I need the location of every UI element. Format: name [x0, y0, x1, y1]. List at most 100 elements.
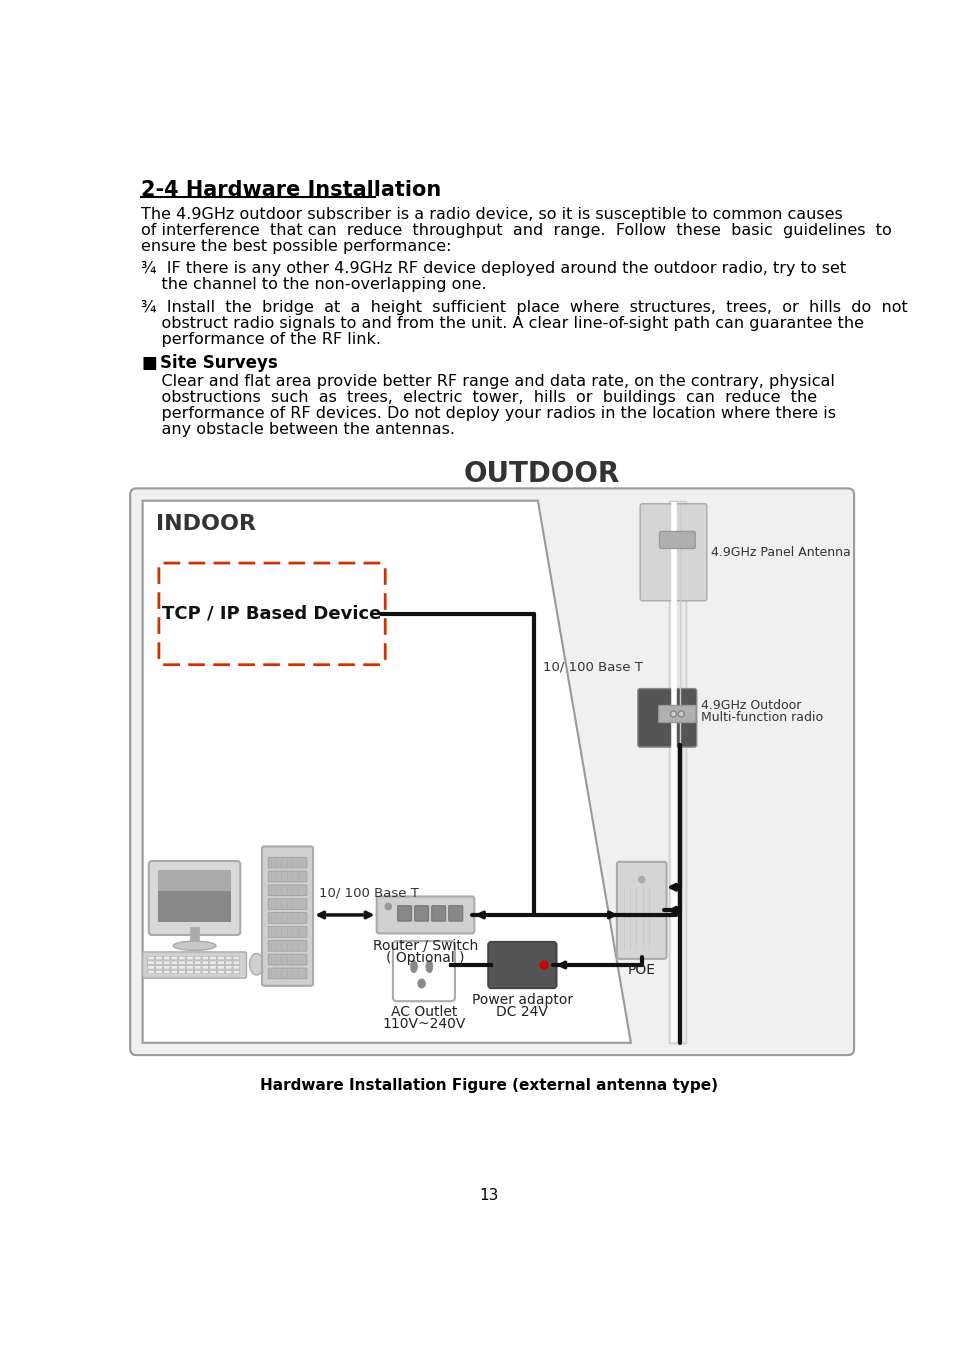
FancyBboxPatch shape: [149, 861, 241, 934]
Circle shape: [670, 711, 676, 716]
FancyBboxPatch shape: [202, 970, 209, 974]
Text: 110V~240V: 110V~240V: [382, 1017, 466, 1031]
Text: ■: ■: [141, 354, 157, 372]
Text: obstruct radio signals to and from the unit. A clear line-of-sight path can guar: obstruct radio signals to and from the u…: [141, 316, 864, 331]
FancyBboxPatch shape: [268, 968, 307, 979]
FancyBboxPatch shape: [194, 956, 201, 960]
FancyBboxPatch shape: [156, 962, 162, 964]
FancyBboxPatch shape: [186, 970, 193, 974]
FancyBboxPatch shape: [233, 962, 240, 964]
Text: Site Surveys: Site Surveys: [159, 354, 277, 372]
FancyBboxPatch shape: [225, 970, 232, 974]
FancyBboxPatch shape: [202, 956, 209, 960]
FancyBboxPatch shape: [194, 962, 201, 964]
Text: Router / Switch: Router / Switch: [372, 938, 478, 953]
FancyBboxPatch shape: [218, 970, 224, 974]
Text: Multi-function radio: Multi-function radio: [701, 711, 823, 725]
FancyBboxPatch shape: [225, 956, 232, 960]
FancyBboxPatch shape: [225, 966, 232, 970]
FancyBboxPatch shape: [210, 956, 217, 960]
FancyBboxPatch shape: [268, 857, 307, 868]
FancyBboxPatch shape: [210, 970, 217, 974]
FancyBboxPatch shape: [156, 970, 162, 974]
FancyBboxPatch shape: [163, 966, 170, 970]
Text: 13: 13: [479, 1188, 499, 1203]
FancyBboxPatch shape: [268, 940, 307, 951]
Text: 2-4 Hardware Installation: 2-4 Hardware Installation: [141, 180, 441, 200]
FancyBboxPatch shape: [194, 970, 201, 974]
Text: OUTDOOR: OUTDOOR: [464, 460, 620, 489]
FancyBboxPatch shape: [156, 956, 162, 960]
Ellipse shape: [411, 960, 417, 972]
FancyBboxPatch shape: [163, 956, 170, 960]
FancyBboxPatch shape: [142, 952, 246, 978]
FancyBboxPatch shape: [159, 870, 231, 891]
FancyBboxPatch shape: [449, 906, 463, 921]
Ellipse shape: [173, 941, 216, 951]
FancyBboxPatch shape: [163, 970, 170, 974]
FancyBboxPatch shape: [376, 896, 475, 933]
Circle shape: [680, 712, 683, 715]
FancyBboxPatch shape: [659, 706, 696, 722]
FancyBboxPatch shape: [617, 862, 667, 959]
FancyBboxPatch shape: [414, 906, 429, 921]
FancyBboxPatch shape: [202, 962, 209, 964]
FancyBboxPatch shape: [202, 966, 209, 970]
Text: ( Optional ): ( Optional ): [386, 951, 465, 966]
FancyBboxPatch shape: [179, 966, 185, 970]
FancyBboxPatch shape: [171, 956, 178, 960]
FancyBboxPatch shape: [179, 956, 185, 960]
Text: 4.9GHz Outdoor: 4.9GHz Outdoor: [701, 699, 801, 711]
Text: 10/ 100 Base T: 10/ 100 Base T: [543, 661, 643, 673]
Circle shape: [672, 712, 675, 715]
FancyBboxPatch shape: [268, 913, 307, 923]
Text: Power adaptor: Power adaptor: [472, 993, 573, 1007]
Text: 4.9GHz Panel Antenna: 4.9GHz Panel Antenna: [711, 546, 851, 558]
Text: Hardware Installation Figure (external antenna type): Hardware Installation Figure (external a…: [260, 1079, 718, 1094]
FancyBboxPatch shape: [488, 943, 557, 987]
FancyBboxPatch shape: [171, 962, 178, 964]
FancyBboxPatch shape: [186, 956, 193, 960]
FancyBboxPatch shape: [218, 966, 224, 970]
Circle shape: [385, 903, 392, 910]
Text: obstructions  such  as  trees,  electric  tower,  hills  or  buildings  can  red: obstructions such as trees, electric tow…: [141, 390, 817, 405]
Circle shape: [639, 877, 645, 883]
Text: any obstacle between the antennas.: any obstacle between the antennas.: [141, 422, 456, 437]
FancyBboxPatch shape: [163, 962, 170, 964]
Text: INDOOR: INDOOR: [156, 513, 256, 534]
FancyBboxPatch shape: [660, 531, 695, 549]
Text: performance of RF devices. Do not deploy your radios in the location where there: performance of RF devices. Do not deploy…: [141, 406, 836, 421]
FancyBboxPatch shape: [268, 872, 307, 881]
FancyBboxPatch shape: [233, 956, 240, 960]
FancyBboxPatch shape: [225, 962, 232, 964]
FancyBboxPatch shape: [268, 955, 307, 966]
FancyBboxPatch shape: [148, 956, 155, 960]
FancyBboxPatch shape: [262, 846, 313, 986]
Text: the channel to the non-overlapping one.: the channel to the non-overlapping one.: [141, 278, 487, 293]
Text: of interference  that can  reduce  throughput  and  range.  Follow  these  basic: of interference that can reduce throughp…: [141, 223, 892, 238]
Text: performance of the RF link.: performance of the RF link.: [141, 332, 381, 347]
Text: ¾  IF there is any other 4.9GHz RF device deployed around the outdoor radio, try: ¾ IF there is any other 4.9GHz RF device…: [141, 262, 846, 276]
FancyBboxPatch shape: [233, 970, 240, 974]
FancyBboxPatch shape: [194, 966, 201, 970]
FancyBboxPatch shape: [268, 885, 307, 896]
Text: POE: POE: [627, 963, 656, 977]
Ellipse shape: [417, 979, 426, 987]
FancyBboxPatch shape: [432, 906, 446, 921]
FancyBboxPatch shape: [130, 489, 854, 1056]
Ellipse shape: [249, 953, 264, 975]
FancyBboxPatch shape: [148, 962, 155, 964]
FancyBboxPatch shape: [171, 966, 178, 970]
FancyBboxPatch shape: [186, 966, 193, 970]
FancyBboxPatch shape: [179, 962, 185, 964]
Text: The 4.9GHz outdoor subscriber is a radio device, so it is susceptible to common : The 4.9GHz outdoor subscriber is a radio…: [141, 207, 843, 222]
FancyBboxPatch shape: [210, 966, 217, 970]
FancyBboxPatch shape: [148, 970, 155, 974]
Text: ensure the best possible performance:: ensure the best possible performance:: [141, 238, 452, 253]
Text: TCP / IP Based Device: TCP / IP Based Device: [162, 605, 382, 622]
FancyBboxPatch shape: [218, 962, 224, 964]
FancyBboxPatch shape: [186, 962, 193, 964]
Text: AC Outlet: AC Outlet: [391, 1005, 457, 1019]
FancyBboxPatch shape: [159, 563, 385, 665]
FancyBboxPatch shape: [397, 906, 412, 921]
